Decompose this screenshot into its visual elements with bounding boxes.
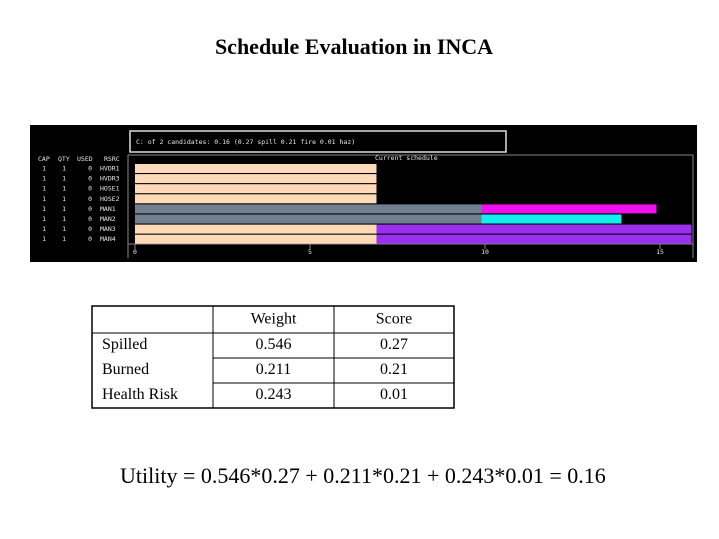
row-cap: 1 — [42, 235, 46, 243]
schedule-label: Current schedule — [375, 154, 438, 162]
x-tick-label: 15 — [656, 248, 664, 256]
row-resource: MAN3 — [100, 225, 116, 233]
column-header: QTY — [58, 155, 70, 163]
gantt-bar — [481, 204, 657, 214]
row-cap: 1 — [42, 165, 46, 173]
row-cap: 1 — [42, 205, 46, 213]
column-header: RSRC — [104, 155, 120, 163]
row-resource: HOSE2 — [100, 195, 120, 203]
row-qty: 1 — [62, 235, 66, 243]
row-resource: HVDR1 — [100, 165, 120, 173]
row-cap: 1 — [42, 195, 46, 203]
row-resource: HOSE1 — [100, 185, 120, 193]
row-used: 0 — [88, 215, 92, 223]
table-header: Score — [376, 311, 412, 328]
column-header: USED — [77, 155, 93, 163]
row-qty: 1 — [62, 205, 66, 213]
row-resource: HVDR3 — [100, 175, 120, 183]
row-cap: 1 — [42, 225, 46, 233]
table-row-label: Spilled — [102, 336, 147, 353]
gantt-bar — [135, 164, 377, 173]
gantt-bar — [135, 194, 377, 204]
gantt-bar — [135, 214, 482, 224]
row-qty: 1 — [62, 225, 66, 233]
row-qty: 1 — [62, 175, 66, 183]
row-used: 0 — [88, 185, 92, 193]
summary-box — [129, 130, 507, 153]
x-tick-label: 10 — [481, 248, 489, 256]
gantt-bar — [135, 204, 482, 214]
row-used: 0 — [88, 225, 92, 233]
row-used: 0 — [88, 175, 92, 183]
row-used: 0 — [88, 235, 92, 243]
x-tick-label: 5 — [308, 248, 312, 256]
row-qty: 1 — [62, 195, 66, 203]
row-used: 0 — [88, 165, 92, 173]
column-header: CAP — [38, 155, 50, 163]
row-resource: MAN4 — [100, 235, 116, 243]
row-used: 0 — [88, 205, 92, 213]
table-border — [91, 305, 455, 409]
table-header: Weight — [251, 311, 297, 328]
table-cell: 0.01 — [380, 386, 408, 403]
table-cell: 0.546 — [256, 336, 292, 353]
x-tick-label: 0 — [133, 248, 137, 256]
table-row-label: Health Risk — [102, 386, 178, 403]
gantt-bar — [135, 174, 377, 184]
table-cell: 0.211 — [256, 361, 291, 378]
row-used: 0 — [88, 195, 92, 203]
gantt-bar — [135, 224, 377, 234]
row-qty: 1 — [62, 165, 66, 173]
row-resource: MAN2 — [100, 215, 116, 223]
gantt-bar — [376, 234, 692, 244]
summary-text: C: of 2 candidates: 0.16 (0.27 spill 0.2… — [136, 138, 355, 146]
gantt-bar — [481, 214, 622, 224]
table-cell: 0.27 — [380, 336, 408, 353]
row-resource: MAN1 — [100, 205, 116, 213]
row-qty: 1 — [62, 185, 66, 193]
table-cell: 0.21 — [380, 361, 408, 378]
gantt-bar — [135, 234, 377, 244]
row-cap: 1 — [42, 185, 46, 193]
row-cap: 1 — [42, 215, 46, 223]
row-cap: 1 — [42, 175, 46, 183]
gantt-bar — [135, 184, 377, 194]
row-qty: 1 — [62, 215, 66, 223]
slide-title: Schedule Evaluation in INCA — [215, 34, 493, 59]
gantt-bar — [376, 224, 692, 234]
utility-formula: Utility = 0.546*0.27 + 0.211*0.21 + 0.24… — [120, 463, 606, 488]
table-cell: 0.243 — [256, 386, 292, 403]
table-row-label: Burned — [102, 361, 149, 378]
